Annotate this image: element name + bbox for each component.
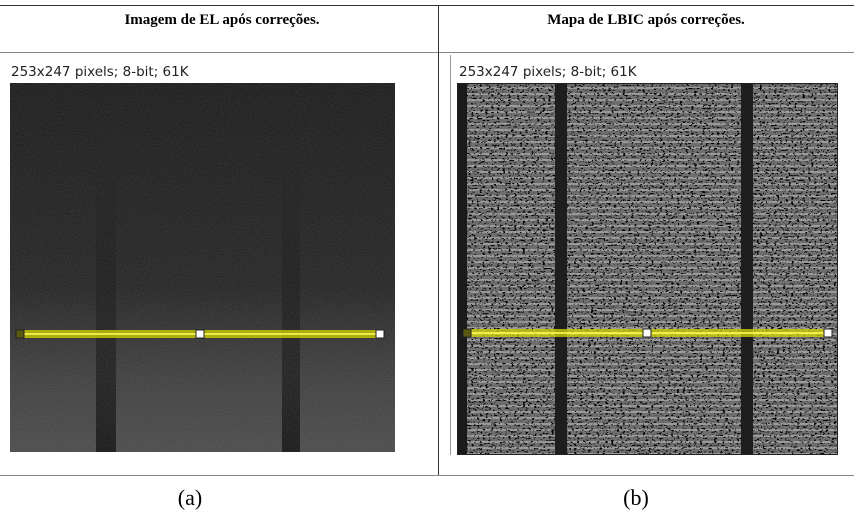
figure: Imagem de EL após correções. Mapa de LBI…: [0, 0, 854, 519]
caption: (a): [178, 485, 202, 510]
image-info: 253x247 pixels; 8-bit; 61K: [459, 64, 638, 80]
el-image: [10, 83, 395, 452]
header: Mapa de LBIC após correções.: [547, 12, 745, 28]
caption: (b): [623, 485, 649, 510]
image-info: 253x247 pixels; 8-bit; 61K: [11, 64, 190, 80]
profile-line: [463, 329, 832, 337]
profile-line: [16, 330, 384, 338]
lbic-image: [457, 83, 838, 455]
header: Imagem de EL após correções.: [124, 12, 319, 28]
